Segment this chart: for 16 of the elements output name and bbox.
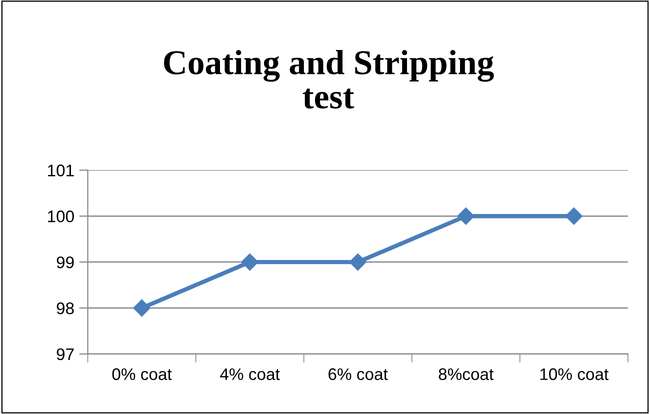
chart-title: Coating and Stripping test	[164, 50, 494, 109]
y-tick-label: 101	[48, 164, 74, 176]
x-tick-label: 10% coat	[540, 368, 609, 380]
point	[349, 254, 366, 271]
x-tick-label: 6% coat	[328, 368, 388, 380]
y-tick-label: 97	[56, 348, 74, 360]
point	[133, 299, 150, 317]
x-tick-label: 4% coat	[220, 368, 280, 380]
x-tick-label: 8%coat	[438, 368, 494, 380]
point	[457, 208, 474, 225]
y-tick-label: 100	[48, 210, 74, 222]
point	[565, 208, 582, 225]
y-tick-label: 98	[56, 302, 74, 314]
y-tick-label: 99	[56, 256, 74, 268]
x-tick-label: 0% coat	[112, 368, 172, 380]
point	[241, 254, 258, 271]
